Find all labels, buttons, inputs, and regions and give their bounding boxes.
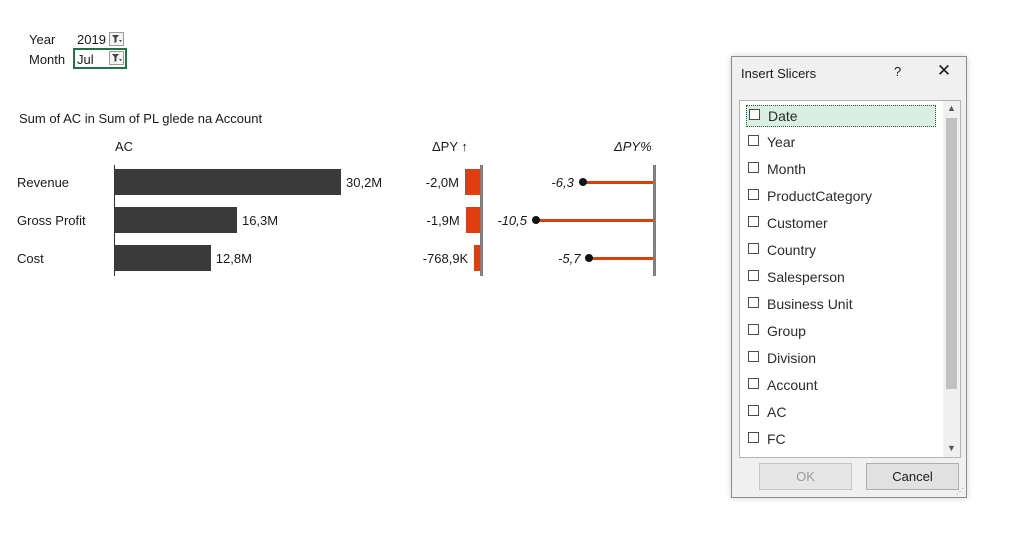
month-label: Month	[29, 52, 66, 67]
slicer-field-item[interactable]: Customer	[746, 213, 936, 235]
cancel-button[interactable]: Cancel	[866, 463, 959, 490]
category-label: Cost	[17, 251, 44, 266]
field-label: Country	[767, 242, 817, 258]
column-header-ac: AC	[115, 139, 134, 154]
field-label: Group	[767, 323, 806, 339]
dialog-title: Insert Slicers	[741, 66, 817, 81]
slicer-field-item[interactable]: Division	[746, 348, 936, 370]
ac-bar	[115, 169, 341, 195]
delta-py-bar	[465, 207, 480, 233]
field-label: Customer	[767, 215, 828, 231]
delta-py-pct-dot	[532, 216, 540, 224]
slicer-field-item[interactable]: Group	[746, 321, 936, 343]
field-checkbox[interactable]	[748, 162, 759, 173]
field-label: ProductCategory	[767, 188, 873, 204]
delta-py-pct-line	[582, 181, 653, 184]
list-scrollbar[interactable]: ▲ ▼	[943, 101, 960, 457]
ac-axis	[114, 165, 115, 276]
delta-py-pct-line	[536, 219, 653, 222]
delta-py-data-label: -1,9M	[426, 213, 460, 228]
field-checkbox[interactable]	[748, 243, 759, 254]
year-label: Year	[29, 32, 56, 47]
field-checkbox[interactable]	[748, 378, 759, 389]
slicer-field-item[interactable]: Account	[746, 375, 936, 397]
close-icon[interactable]: ✕	[936, 61, 952, 80]
delta-py-pct-axis	[653, 165, 656, 276]
delta-py-data-label: -768,9K	[422, 251, 469, 266]
month-filter-icon[interactable]	[109, 51, 124, 65]
year-value[interactable]: 2019	[77, 32, 106, 47]
field-checkbox[interactable]	[748, 189, 759, 200]
slicer-field-item[interactable]: FC	[746, 429, 936, 451]
slicer-field-item[interactable]: Year	[746, 132, 936, 154]
field-label: Division	[767, 350, 817, 366]
chart-title: Sum of AC in Sum of PL glede na Account	[19, 111, 263, 126]
scroll-up-icon[interactable]: ▲	[947, 103, 956, 113]
field-label: Salesperson	[767, 269, 845, 285]
field-checkbox[interactable]	[748, 135, 759, 146]
scrollbar-thumb[interactable]	[946, 118, 957, 389]
field-checkbox[interactable]	[748, 351, 759, 362]
delta-py-axis	[480, 165, 483, 276]
field-label: Year	[767, 134, 796, 150]
delta-py-bar	[465, 169, 480, 195]
slicer-field-item[interactable]: Business Unit	[746, 294, 936, 316]
ac-bar	[115, 207, 237, 233]
delta-py-pct-data-label: -6,3	[551, 175, 574, 190]
field-checkbox[interactable]	[748, 297, 759, 308]
ac-data-label: 30,2M	[346, 175, 383, 190]
field-checkbox[interactable]	[748, 432, 759, 443]
slicer-field-item[interactable]: ProductCategory	[746, 186, 936, 208]
slicer-field-item[interactable]: Month	[746, 159, 936, 181]
delta-py-pct-data-label: -10,5	[497, 213, 527, 228]
help-icon[interactable]: ?	[894, 64, 902, 79]
field-label: AC	[767, 404, 787, 420]
insert-slicers-dialog: Insert Slicers ? ✕ Date Year Month ProductC…	[731, 56, 967, 498]
ac-data-label: 12,8M	[215, 251, 252, 266]
ac-data-label: 16,3M	[241, 213, 279, 228]
ok-button[interactable]: OK	[759, 463, 852, 490]
column-header-delta-py-pct: ΔPY%	[614, 139, 652, 154]
delta-py-bar	[474, 245, 480, 271]
delta-py-data-label: -2,0M	[425, 175, 459, 190]
field-checkbox[interactable]	[749, 109, 760, 120]
month-value[interactable]: Jul	[77, 52, 94, 67]
delta-py-pct-data-label: -5,7	[558, 251, 581, 266]
slicer-field-item[interactable]: AC	[746, 402, 936, 424]
field-label: Account	[767, 377, 818, 393]
month-cell[interactable]	[73, 48, 127, 69]
column-header-delta-py: ΔPY ↑	[432, 139, 468, 154]
field-checkbox[interactable]	[748, 216, 759, 227]
slicer-field-item[interactable]: Country	[746, 240, 936, 262]
field-list: Date Year Month ProductCategory Customer Coun…	[739, 100, 961, 458]
resize-grip-icon[interactable]: ⋰	[956, 487, 964, 496]
field-label: Month	[767, 161, 806, 177]
delta-py-pct-dot	[585, 254, 594, 262]
field-label: Date	[768, 108, 798, 124]
category-label: Gross Profit	[17, 213, 86, 228]
slicer-field-item[interactable]: Salesperson	[746, 267, 936, 289]
field-label: Business Unit	[767, 296, 853, 312]
field-label: FC	[767, 431, 786, 447]
field-checkbox[interactable]	[748, 270, 759, 281]
delta-py-pct-dot	[578, 178, 587, 186]
delta-py-pct-line	[589, 257, 653, 260]
year-filter-icon[interactable]	[109, 32, 124, 46]
field-checkbox[interactable]	[748, 324, 759, 335]
category-label: Revenue	[17, 175, 70, 190]
scroll-down-icon[interactable]: ▼	[947, 443, 956, 453]
slicer-field-item[interactable]: Date	[746, 105, 936, 127]
field-checkbox[interactable]	[748, 405, 759, 416]
ac-bar	[115, 245, 211, 271]
